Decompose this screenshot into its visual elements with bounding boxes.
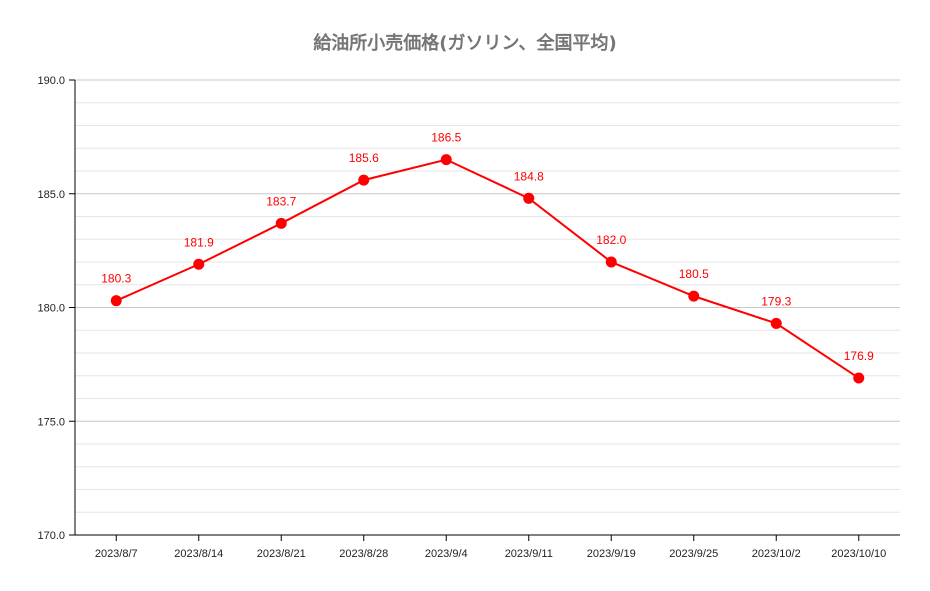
data-point [358,174,370,186]
x-tick-label: 2023/10/10 [831,548,886,560]
x-tick-label: 2023/8/14 [174,548,223,560]
data-point [605,256,617,268]
data-label: 180.5 [679,267,709,281]
x-tick-label: 2023/9/4 [425,548,468,560]
data-point [853,372,865,384]
data-label: 184.8 [514,169,544,183]
data-point [275,217,287,229]
data-point [770,317,782,329]
x-tick-label: 2023/8/21 [257,548,306,560]
series-line [115,158,860,379]
x-tick-label: 2023/9/25 [669,548,718,560]
data-point [110,295,122,307]
data-label: 186.5 [431,131,461,145]
data-point [440,154,452,166]
data-label: 183.7 [266,194,296,208]
x-tick-label: 2023/8/7 [95,548,138,560]
data-label: 179.3 [761,294,791,308]
x-tick-label: 2023/9/19 [587,548,636,560]
data-label: 180.3 [101,272,131,286]
y-tick-label: 175.0 [37,416,65,428]
data-label: 182.0 [596,233,626,247]
data-point [688,290,700,302]
data-point [193,258,205,270]
chart-title: 給油所小売価格(ガソリン、全国平均) [313,33,617,54]
data-point [523,192,535,204]
y-tick-label: 185.0 [37,189,65,201]
y-tick-label: 180.0 [37,303,65,315]
x-tick-label: 2023/9/11 [505,548,553,560]
data-label: 185.6 [349,151,379,165]
x-tick-label: 2023/8/28 [339,548,388,560]
data-label: 181.9 [184,235,214,249]
y-tick-label: 170.0 [37,530,65,542]
x-tick-label: 2023/10/2 [752,548,801,560]
data-label: 176.9 [844,349,874,363]
y-tick-label: 190.0 [37,75,65,87]
